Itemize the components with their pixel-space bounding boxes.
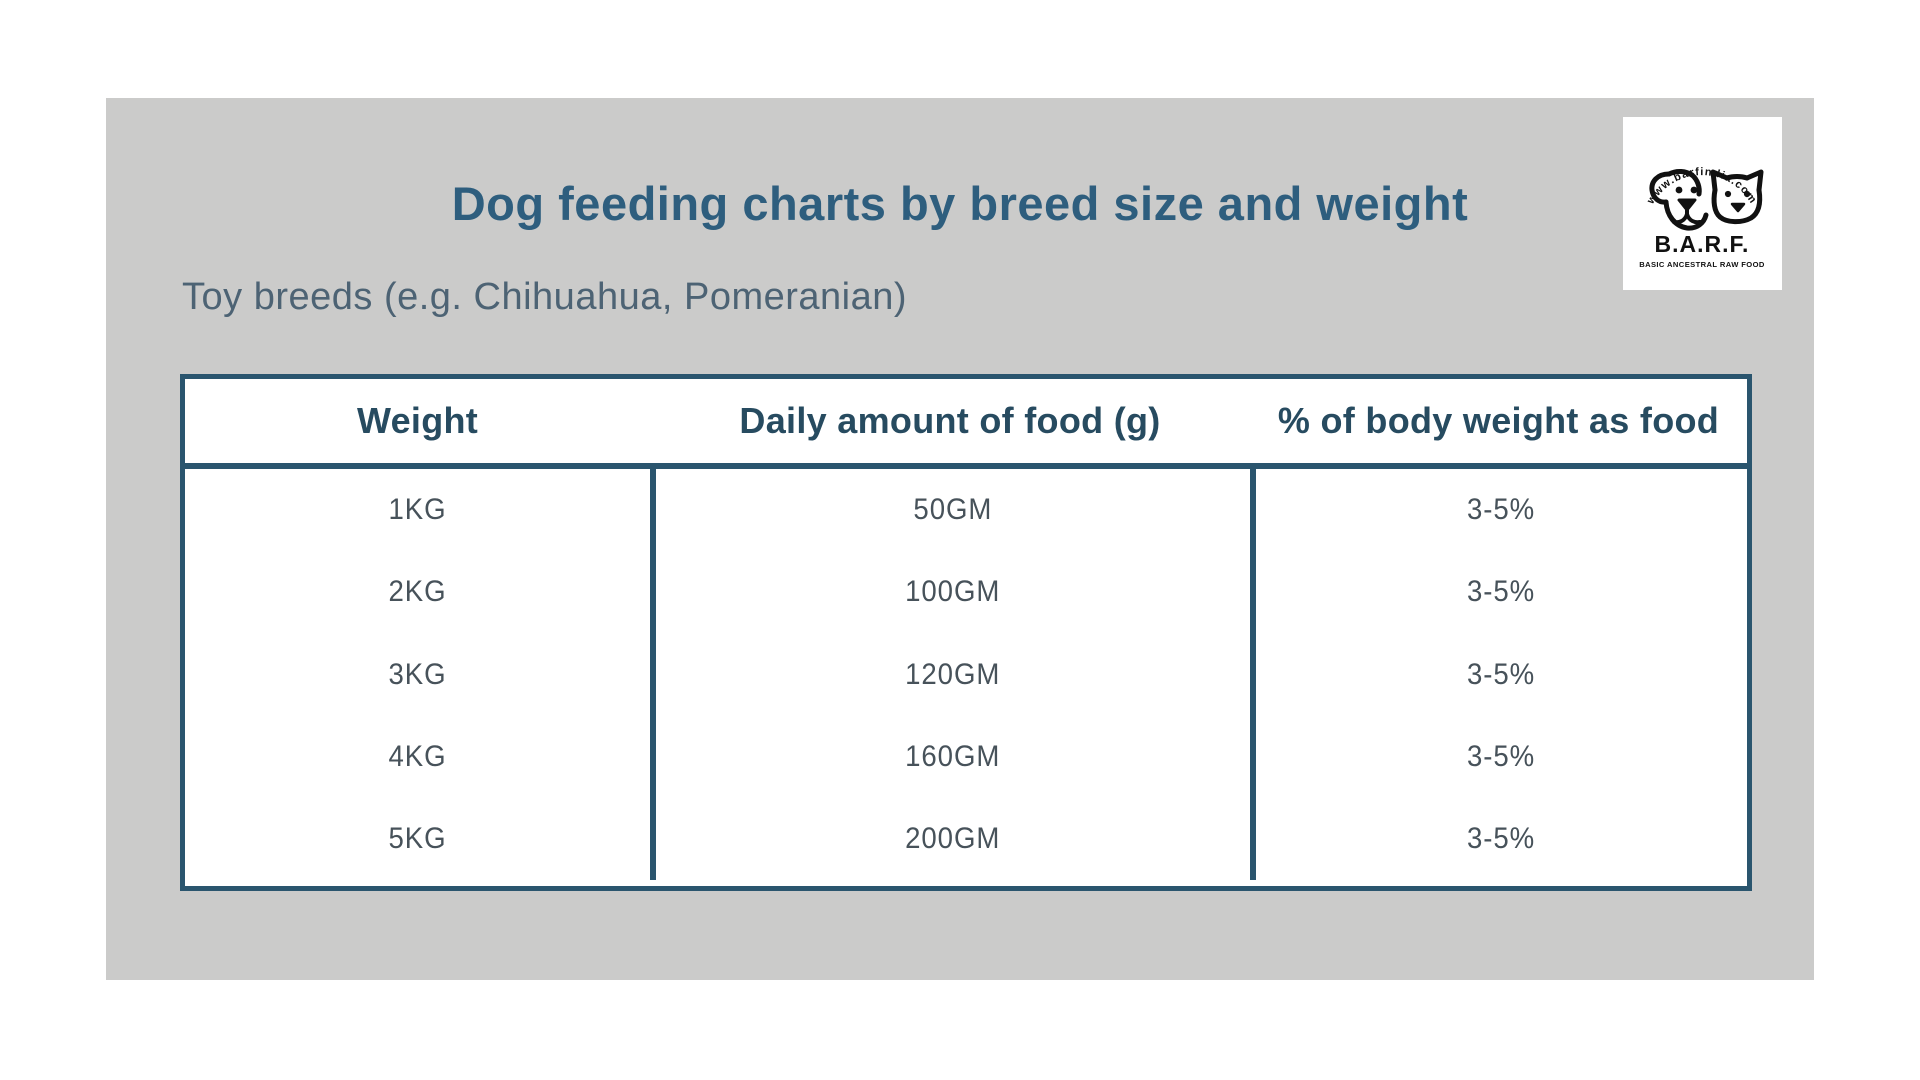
table-header-row: Weight Daily amount of food (g) % of bod…	[185, 379, 1747, 469]
cell-daily-amount: 50GM	[913, 493, 993, 527]
cell-weight: 3KG	[388, 657, 447, 691]
logo-acronym: B.A.R.F.	[1655, 231, 1750, 257]
page-title: Dog feeding charts by breed size and wei…	[451, 177, 1469, 230]
cell-body-weight-pct: 3-5%	[1467, 739, 1536, 773]
cell-weight: 5KG	[388, 821, 447, 855]
dog-face-details	[1675, 186, 1698, 212]
column-header-daily-amount: Daily amount of food (g)	[739, 400, 1161, 441]
cell-body-weight-pct: 3-5%	[1467, 657, 1536, 691]
table-body: 1KG 2KG 3KG 4KG 5KG 50GM 100GM 120GM 160…	[185, 469, 1747, 880]
cell-body-weight-pct: 3-5%	[1467, 493, 1536, 527]
cell-weight: 4KG	[388, 739, 447, 773]
column-header-weight: Weight	[356, 400, 479, 441]
column-body-weight-pct: 3-5% 3-5% 3-5% 3-5% 3-5%	[1250, 469, 1747, 880]
cell-daily-amount: 200GM	[905, 821, 1001, 855]
cell-weight: 1KG	[388, 493, 447, 527]
dog-face-icon	[1649, 169, 1709, 231]
cat-face-icon	[1710, 169, 1764, 225]
logo-tagline: BASIC ANCESTRAL RAW FOOD	[1639, 260, 1765, 269]
column-header-body-weight-pct: % of body weight as food	[1277, 400, 1720, 441]
cell-daily-amount: 100GM	[905, 575, 1001, 609]
column-daily-amount: 50GM 100GM 120GM 160GM 200GM	[650, 469, 1250, 880]
feeding-table: Weight Daily amount of food (g) % of bod…	[180, 374, 1752, 891]
barf-logo: www.barfindia.com	[1623, 117, 1782, 290]
cell-weight: 2KG	[388, 575, 447, 609]
cell-body-weight-pct: 3-5%	[1467, 575, 1536, 609]
cell-body-weight-pct: 3-5%	[1467, 821, 1536, 855]
column-weight: 1KG 2KG 3KG 4KG 5KG	[185, 469, 650, 880]
cell-daily-amount: 120GM	[905, 657, 1001, 691]
feeding-chart-card: Dog feeding charts by breed size and wei…	[106, 98, 1814, 980]
section-subtitle: Toy breeds (e.g. Chihuahua, Pomeranian)	[182, 276, 908, 318]
cell-daily-amount: 160GM	[905, 739, 1001, 773]
cat-face-details	[1724, 190, 1751, 213]
